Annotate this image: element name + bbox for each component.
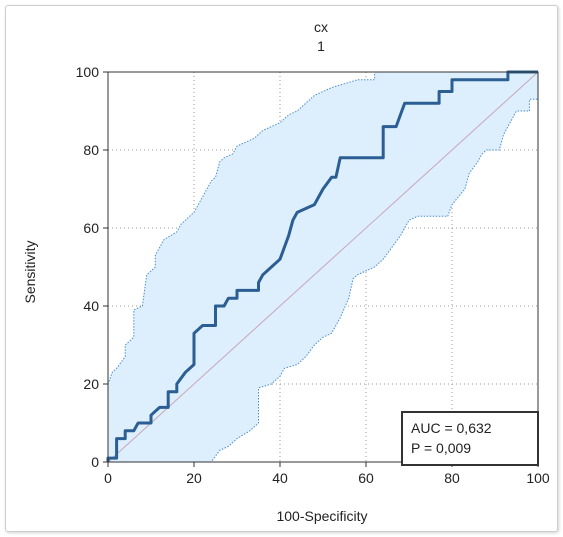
p-value: P = 0,009 <box>411 440 471 456</box>
plot-border <box>107 71 539 463</box>
chart-frame: cx 1 0 20 40 60 80 100 0 20 40 60 80 100 100-Specif… <box>5 5 558 532</box>
confidence-lower-line <box>108 98 538 463</box>
x-tick-label: 100 <box>526 470 550 486</box>
chart-title: cx <box>314 19 328 35</box>
y-tick-label: 40 <box>83 298 99 314</box>
x-tick-label: 40 <box>272 470 288 486</box>
y-tick-label: 80 <box>83 142 99 158</box>
auc-box: AUC = 0,632 P = 0,009 <box>401 411 539 466</box>
x-axis-label: 100-Specificity <box>276 508 367 524</box>
x-tick-label: 0 <box>104 470 112 486</box>
y-tick-label: 0 <box>91 454 99 470</box>
y-tick-label: 100 <box>76 64 100 80</box>
y-tick-label: 20 <box>83 376 99 392</box>
y-axis-label: Sensitivity <box>22 240 38 303</box>
reference-diagonal <box>107 71 539 463</box>
auc-box-frame <box>401 411 539 466</box>
roc-chart: cx 1 0 20 40 60 80 100 0 20 40 60 80 100 100-Specif… <box>22 19 550 524</box>
x-tick-label: 20 <box>186 470 202 486</box>
auc-value: AUC = 0,632 <box>411 420 492 436</box>
chart-subtitle: 1 <box>317 38 325 54</box>
roc-curve <box>106 70 538 462</box>
x-tick-label: 80 <box>444 470 460 486</box>
axes <box>103 71 539 467</box>
tick-labels: 0 20 40 60 80 100 0 20 40 60 80 100 <box>76 64 550 486</box>
y-tick-label: 60 <box>83 220 99 236</box>
confidence-upper-line <box>107 71 538 451</box>
x-tick-label: 60 <box>358 470 374 486</box>
